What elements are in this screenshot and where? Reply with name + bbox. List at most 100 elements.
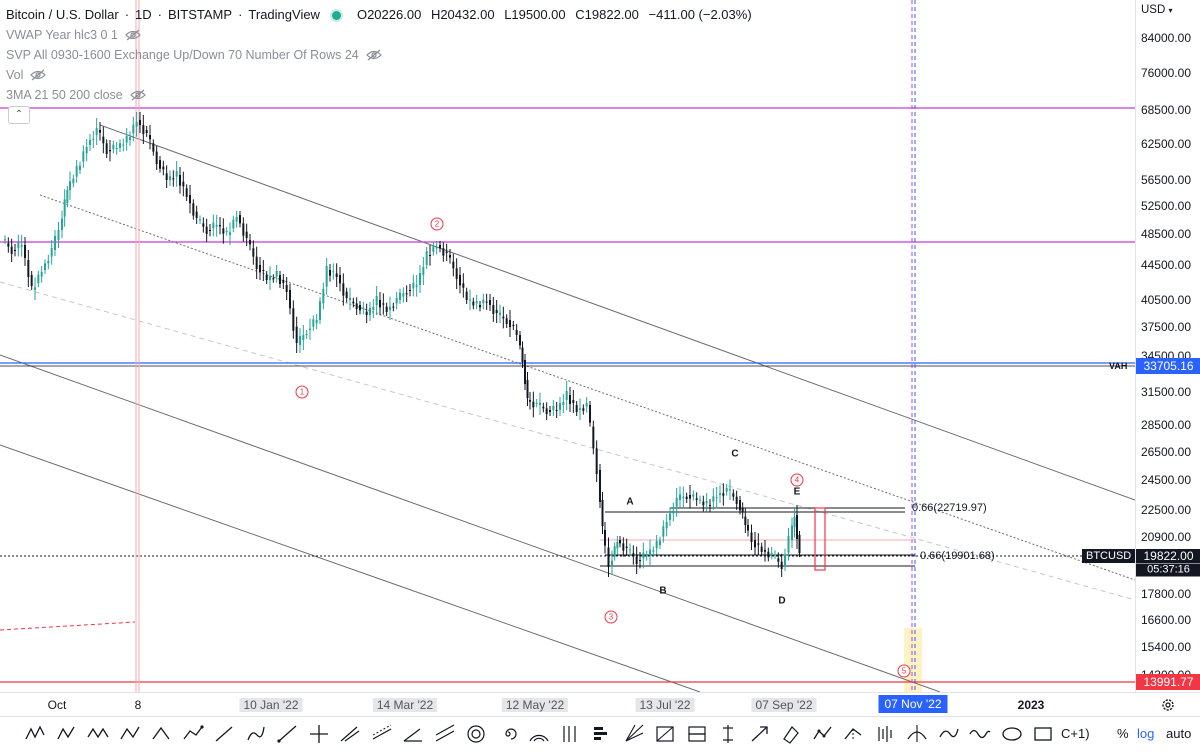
- abcd-pattern-icon[interactable]: [117, 721, 143, 747]
- chart-pane[interactable]: Bitcoin / U.S. Dollar · 1D · BITSTAMP · …: [0, 0, 1135, 692]
- candle-body: [784, 554, 786, 565]
- candle-body: [75, 166, 78, 177]
- eraser-icon[interactable]: [778, 721, 804, 747]
- wave-label-3[interactable]: 3: [604, 610, 618, 624]
- anchored-vwap-icon[interactable]: [904, 721, 930, 747]
- ellipse-icon[interactable]: [999, 721, 1025, 747]
- fib-arc-icon[interactable]: [526, 721, 552, 747]
- regression-icon[interactable]: [369, 721, 395, 747]
- indicator-row[interactable]: SVP All 0930-1600 Exchange Up/Down 70 Nu…: [6, 45, 752, 65]
- wave-label-4[interactable]: 4: [790, 473, 804, 487]
- cross-lines-icon[interactable]: [306, 721, 332, 747]
- open-key: O: [356, 7, 368, 22]
- arrow-marker-icon[interactable]: [747, 721, 773, 747]
- price-axis[interactable]: USD ▾ 84000.00 76000.00 68500.00 62500.00 56…: [1135, 0, 1200, 692]
- candle-body: [259, 265, 261, 272]
- hidden-eye-icon[interactable]: [30, 69, 47, 81]
- candle-body: [139, 120, 141, 125]
- long-position-icon[interactable]: [684, 721, 710, 747]
- hidden-eye-icon[interactable]: [129, 89, 146, 101]
- candle-body: [492, 305, 495, 314]
- trend-line-icon[interactable]: [211, 721, 237, 747]
- pitchfork-icon[interactable]: [337, 721, 363, 747]
- low-value: 19500.00: [511, 7, 566, 22]
- bars-pattern-icon[interactable]: [873, 721, 899, 747]
- symbol-name[interactable]: Bitcoin / U.S. Dollar: [6, 7, 119, 22]
- wave-letter-d[interactable]: D: [778, 595, 786, 607]
- collapse-legend-button[interactable]: ⌃: [8, 106, 30, 124]
- fib-circle-icon[interactable]: [463, 721, 489, 747]
- wave-label-5[interactable]: 5: [897, 664, 911, 678]
- gann-box-icon[interactable]: [652, 721, 678, 747]
- candle-body: [125, 136, 128, 143]
- fib-timezone-icon[interactable]: [558, 721, 584, 747]
- curve-icon[interactable]: [936, 721, 962, 747]
- wave-label-1[interactable]: 1: [295, 385, 309, 399]
- brush-icon[interactable]: [243, 721, 269, 747]
- hidden-eye-icon[interactable]: [125, 29, 141, 41]
- candle-body: [195, 211, 198, 218]
- price-chart-canvas[interactable]: [0, 0, 1135, 692]
- trend-angle-icon[interactable]: [400, 721, 426, 747]
- auto-toggle[interactable]: auto: [1166, 726, 1192, 741]
- price-range-icon[interactable]: [715, 721, 741, 747]
- candle-body: [495, 310, 498, 313]
- hidden-eye-icon[interactable]: [365, 49, 382, 61]
- cut-label[interactable]: C+1): [1061, 726, 1090, 741]
- volume-profile-icon[interactable]: [589, 721, 615, 747]
- wave-letter-c[interactable]: C: [731, 448, 739, 460]
- candle-body: [322, 288, 325, 304]
- wave-letter-e[interactable]: E: [793, 486, 801, 498]
- candle-body: [40, 272, 43, 277]
- wave-label-2[interactable]: 2: [430, 217, 444, 231]
- gann-fan-icon[interactable]: [621, 721, 647, 747]
- candle-body: [601, 500, 604, 526]
- xabcd-pattern-icon[interactable]: [22, 721, 48, 747]
- candle-body: [379, 300, 381, 308]
- projection-icon[interactable]: [841, 721, 867, 747]
- time-axis[interactable]: Oct 8 10 Jan '22 14 Mar '22 12 May '22 1…: [0, 692, 1200, 717]
- candle-body: [432, 246, 435, 252]
- symbol-legend-row[interactable]: Bitcoin / U.S. Dollar · 1D · BITSTAMP · …: [6, 5, 752, 25]
- candle-body: [695, 498, 698, 500]
- candle-body: [345, 291, 348, 298]
- currency-selector[interactable]: USD ▾: [1141, 4, 1173, 16]
- polyline-icon[interactable]: [810, 721, 836, 747]
- price-tick: 52500.00: [1140, 199, 1191, 213]
- red-dashed-line: [0, 621, 136, 631]
- wxy-pattern-icon[interactable]: [54, 721, 80, 747]
- candle-body: [582, 408, 585, 411]
- log-toggle[interactable]: log: [1137, 726, 1155, 741]
- fib-channel-icon[interactable]: [432, 721, 458, 747]
- price-tick: 24500.00: [1140, 473, 1191, 487]
- indicator-label: Vol: [6, 68, 24, 82]
- wave-letter-b[interactable]: B: [659, 585, 667, 597]
- path-icon[interactable]: [180, 721, 206, 747]
- rectangle-icon[interactable]: [1030, 721, 1056, 747]
- fib-upper-label[interactable]: 0.66(22719.97): [912, 502, 987, 514]
- market-status-icon[interactable]: [329, 8, 343, 22]
- indicator-row[interactable]: VWAP Year hlc3 0 1: [6, 25, 752, 45]
- indicator-row[interactable]: Vol: [6, 65, 752, 85]
- candle-body: [757, 543, 760, 545]
- wave-letter-a[interactable]: A: [626, 496, 634, 508]
- candle-body: [579, 408, 581, 410]
- wxyz-pattern-icon[interactable]: [85, 721, 111, 747]
- candle-body: [339, 275, 341, 284]
- ray-icon[interactable]: [274, 721, 300, 747]
- candle-body: [569, 395, 571, 404]
- source-label: TradingView: [248, 7, 320, 22]
- interval-label[interactable]: 1D: [135, 7, 152, 22]
- symbol-badge[interactable]: BTCUSD: [1082, 549, 1135, 563]
- percent-toggle[interactable]: %: [1117, 726, 1129, 741]
- fib-spiral-icon[interactable]: [495, 721, 521, 747]
- fib-lower-label[interactable]: 0.66(19901.68): [920, 550, 995, 562]
- abc-pattern-icon[interactable]: [148, 721, 174, 747]
- double-curve-icon[interactable]: [967, 721, 993, 747]
- gear-icon[interactable]: [1160, 697, 1176, 713]
- candle-body: [512, 325, 515, 326]
- candle-body: [132, 124, 135, 134]
- candle-body: [613, 546, 616, 557]
- time-label: 13 Jul '22: [635, 698, 695, 712]
- indicator-row[interactable]: 3MA 21 50 200 close: [6, 85, 752, 105]
